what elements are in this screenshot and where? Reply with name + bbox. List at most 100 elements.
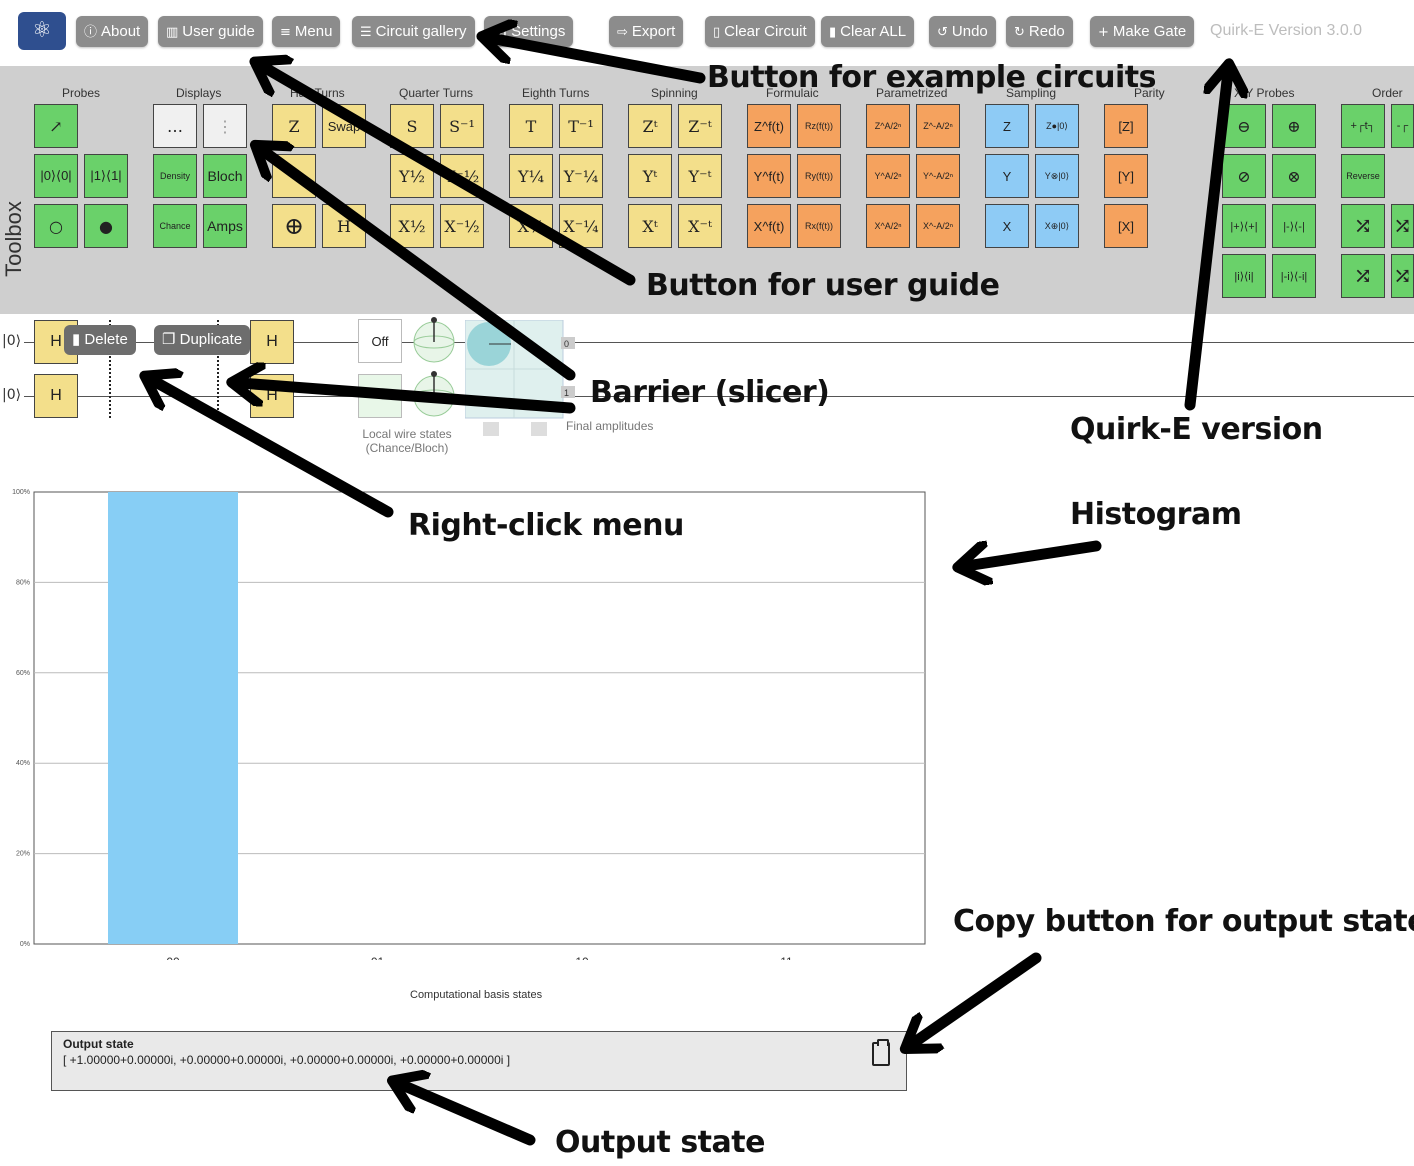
circuit-h-gate-wire0-2[interactable]: H	[250, 320, 294, 364]
x-gate[interactable]: ⊕	[272, 204, 316, 248]
z-gate[interactable]: Z	[272, 104, 316, 148]
ket-minus-gate[interactable]: |-⟩⟨-|	[1272, 204, 1316, 248]
histogram-xlabel: Computational basis states	[410, 989, 543, 1001]
x-t-gate[interactable]: Xᵗ	[628, 204, 672, 248]
atom-icon[interactable]: ⚛	[18, 12, 66, 50]
circuit-gallery-button[interactable]: ☰ Circuit gallery	[352, 16, 475, 47]
parity-x-gate[interactable]: [X]	[1104, 204, 1148, 248]
rz-ft-gate[interactable]: Rz(f(t))	[797, 104, 841, 148]
circuit-h-gate-wire1-2[interactable]: H	[250, 374, 294, 418]
display-dots-gate[interactable]: …	[153, 104, 197, 148]
x-neg-quarter-gate[interactable]: X⁻¼	[559, 204, 603, 248]
order-minus-gate[interactable]: -┌	[1391, 104, 1414, 148]
y-a-gate[interactable]: Y^A/2ⁿ	[866, 154, 910, 198]
order-plus-gate[interactable]: +┌t┐	[1341, 104, 1385, 148]
sample-z-gate[interactable]: Z	[985, 104, 1029, 148]
s-inverse-gate[interactable]: S⁻¹	[440, 104, 484, 148]
ket-i-gate[interactable]: |i⟩⟨i|	[1222, 254, 1266, 298]
y-ft-gate[interactable]: Y^f(t)	[747, 154, 791, 198]
deinterleave-gate-2[interactable]: ⤮	[1391, 254, 1414, 298]
clipboard-icon[interactable]	[872, 1039, 890, 1066]
postselect-0-gate[interactable]: |0⟩⟨0|	[34, 154, 78, 198]
delete-button[interactable]: ▮ Delete	[64, 325, 136, 355]
parity-y-gate[interactable]: [Y]	[1104, 154, 1148, 198]
x-quarter-gate[interactable]: X¼	[509, 204, 553, 248]
user-guide-button[interactable]: ▥ User guide	[158, 16, 263, 47]
y-neg-t-gate[interactable]: Y⁻ᵗ	[678, 154, 722, 198]
y-neg-quarter-gate[interactable]: Y⁻¼	[559, 154, 603, 198]
postselect-1-gate[interactable]: |1⟩⟨1|	[84, 154, 128, 198]
group-quarter-turns: Quarter Turns	[399, 86, 474, 100]
histogram-ytick-label: 40%	[16, 760, 30, 767]
z-neg-t-gate[interactable]: Z⁻ᵗ	[678, 104, 722, 148]
clear-all-button[interactable]: ▮ Clear ALL	[821, 16, 915, 47]
x-neg-t-gate[interactable]: X⁻ᵗ	[678, 204, 722, 248]
xy-minus-probe[interactable]: ⊖	[1222, 104, 1266, 148]
h-gate[interactable]: H	[322, 204, 366, 248]
x-neg-a-gate[interactable]: X^-A/2ⁿ	[916, 204, 960, 248]
z-neg-a-gate[interactable]: Z^-A/2ⁿ	[916, 104, 960, 148]
rx-ft-gate[interactable]: Rx(f(t))	[797, 204, 841, 248]
export-button[interactable]: ⇨ Export	[609, 16, 684, 47]
export-icon: ⇨	[617, 25, 628, 40]
ry-ft-gate[interactable]: Ry(f(t))	[797, 154, 841, 198]
xy-slash-probe[interactable]: ⊘	[1222, 154, 1266, 198]
ui-settings-button[interactable]: UI Settings	[484, 16, 574, 47]
y-t-gate[interactable]: Yᵗ	[628, 154, 672, 198]
parity-z-gate[interactable]: [Z]	[1104, 104, 1148, 148]
anti-control-gate[interactable]: ○	[34, 204, 78, 248]
t-gate[interactable]: T	[509, 104, 553, 148]
interleave-gate[interactable]: ⤮	[1341, 204, 1385, 248]
measurement-gate[interactable]: ↗	[34, 104, 78, 148]
density-display[interactable]: Density	[153, 154, 197, 198]
y-neg-half-gate[interactable]: Y⁻½	[440, 154, 484, 198]
deinterleave-gate[interactable]: ⤮	[1341, 254, 1385, 298]
swap-gate[interactable]: Swap	[322, 104, 366, 148]
wire-1	[24, 396, 1414, 397]
arrow-copy	[912, 952, 1042, 1044]
menu-button[interactable]: ≡ Menu	[272, 16, 341, 47]
y-neg-a-gate[interactable]: Y^-A/2ⁿ	[916, 154, 960, 198]
histogram-ytick-label: 100%	[12, 489, 30, 496]
amp-label-0: 0	[564, 339, 569, 349]
z-a-gate[interactable]: Z^A/2ⁿ	[866, 104, 910, 148]
y-gate[interactable]	[272, 154, 316, 198]
clear-circuit-button[interactable]: ▯ Clear Circuit	[705, 16, 815, 47]
sample-x0-gate[interactable]: X⊕|0⟩	[1035, 204, 1079, 248]
xy-times-probe[interactable]: ⊗	[1272, 154, 1316, 198]
sample-y0-gate[interactable]: Y⊗|0⟩	[1035, 154, 1079, 198]
y-quarter-gate[interactable]: Y¼	[509, 154, 553, 198]
x-a-gate[interactable]: X^A/2ⁿ	[866, 204, 910, 248]
x-ft-gate[interactable]: X^f(t)	[747, 204, 791, 248]
redo-button[interactable]: ↻ Redo	[1006, 16, 1073, 47]
histogram-ytick-label: 20%	[16, 851, 30, 858]
x-half-gate[interactable]: X½	[390, 204, 434, 248]
reverse-gate[interactable]: Reverse	[1341, 154, 1385, 198]
bloch-display[interactable]: Bloch	[203, 154, 247, 198]
about-button[interactable]: ⓘ About	[76, 16, 149, 47]
z-ft-gate[interactable]: Z^f(t)	[747, 104, 791, 148]
barrier-slicer-2[interactable]	[217, 320, 219, 418]
sample-x-gate[interactable]: X	[985, 204, 1029, 248]
x-neg-half-gate[interactable]: X⁻½	[440, 204, 484, 248]
duplicate-button[interactable]: ❐ Duplicate	[154, 325, 251, 355]
xy-plus-probe[interactable]: ⊕	[1272, 104, 1316, 148]
t-inverse-gate[interactable]: T⁻¹	[559, 104, 603, 148]
control-gate[interactable]: ●	[84, 204, 128, 248]
ket-neg-i-gate[interactable]: |-i⟩⟨-i|	[1272, 254, 1316, 298]
sample-y-gate[interactable]: Y	[985, 154, 1029, 198]
circuit-h-gate-wire1[interactable]: H	[34, 374, 78, 418]
interleave-gate-2[interactable]: ⤮	[1391, 204, 1414, 248]
amps-display[interactable]: Amps	[203, 204, 247, 248]
group-displays: Displays	[176, 86, 222, 100]
s-gate[interactable]: S	[390, 104, 434, 148]
sample-z0-gate[interactable]: Z●|0⟩	[1035, 104, 1079, 148]
barrier-gate[interactable]: ⋮	[203, 104, 247, 148]
make-gate-button[interactable]: + Make Gate	[1090, 16, 1195, 47]
z-t-gate[interactable]: Zᵗ	[628, 104, 672, 148]
chance-display[interactable]: Chance	[153, 204, 197, 248]
undo-button[interactable]: ↺ Undo	[929, 16, 996, 47]
barrier-slicer-1[interactable]	[109, 320, 111, 418]
ket-plus-gate[interactable]: |+⟩⟨+|	[1222, 204, 1266, 248]
y-half-gate[interactable]: Y½	[390, 154, 434, 198]
